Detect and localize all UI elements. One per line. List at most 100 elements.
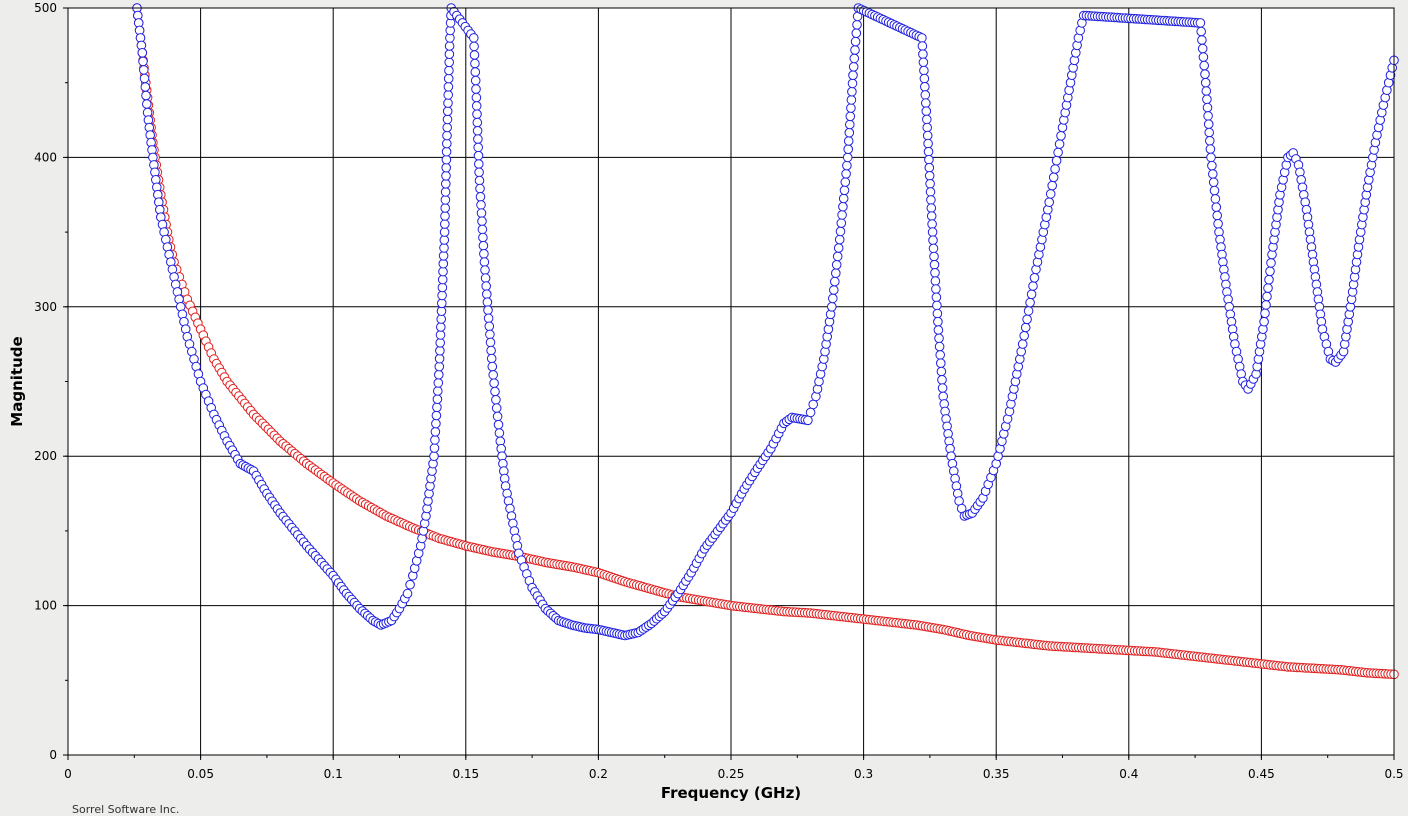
data-point [827,302,837,312]
data-point [435,330,446,340]
data-point [432,402,442,413]
data-point [491,403,502,413]
y-tick-label: 500 [34,1,57,15]
data-point [1195,18,1206,28]
x-tick-label: 0.35 [983,767,1010,781]
data-point [137,48,148,58]
data-point [477,224,488,235]
data-point [1208,177,1219,188]
data-point [1197,43,1208,54]
data-point [483,305,493,316]
data-point [473,142,484,153]
data-point [478,232,488,243]
data-point [473,134,483,144]
data-point [469,50,480,60]
data-point [1202,102,1213,113]
data-point [1045,189,1056,199]
data-point [436,306,447,317]
series-1 [132,3,1399,641]
data-point [921,98,931,108]
data-point [847,86,857,97]
data-point [478,240,489,251]
data-point [929,251,939,262]
data-point [837,210,847,220]
data-point [830,276,840,287]
data-point [829,285,839,295]
data-point [1212,210,1222,221]
x-axis-ticks: 0 0.05 0.1 0.15 0.2 0.25 0.3 0.35 0.4 0.45 0.5 [64,755,1404,781]
data-point [923,146,934,157]
data-point [841,169,851,179]
data-point [440,203,451,213]
data-point [436,322,446,332]
data-point [441,179,451,189]
data-point [842,152,853,163]
data-point [1026,289,1037,300]
data-point [443,90,454,100]
data-point [433,386,443,396]
data-point [1262,291,1272,302]
data-point [470,67,481,77]
data-point [434,353,445,364]
data-point [443,98,453,108]
data-point [139,65,149,75]
data-point [925,179,935,189]
data-point [475,192,486,202]
data-point [437,274,448,285]
data-point [924,154,934,165]
data-point [1198,52,1209,62]
data-point [1196,26,1206,37]
data-point [834,234,845,245]
data-point [432,394,443,405]
data-point [1265,266,1275,277]
data-point [805,407,816,418]
data-point [919,73,930,84]
data-point [926,195,936,205]
data-point [838,193,849,204]
data-point [921,106,932,116]
data-point [470,58,480,69]
y-tick-label: 300 [34,300,57,314]
data-point [437,282,448,293]
data-point [490,386,500,397]
data-point [839,185,850,196]
data-point [920,90,931,100]
x-tick-label: 0.2 [589,767,608,781]
data-point [441,146,452,157]
data-point [850,36,861,47]
data-point [1261,300,1271,310]
data-point [441,171,451,181]
data-point [476,208,487,218]
x-tick-label: 0.45 [1248,767,1275,781]
data-point [848,62,859,72]
data-point [930,276,941,286]
data-point [936,366,947,377]
data-point [1056,131,1066,141]
data-point [405,579,415,590]
data-point [436,314,447,324]
data-point [840,177,851,187]
data-point [1203,111,1213,121]
data-point [925,187,936,197]
data-point [845,111,856,122]
data-point [469,33,479,43]
data-point [1054,139,1065,149]
y-tick-label: 0 [49,748,57,762]
data-point [1202,94,1212,105]
data-point [831,268,841,279]
data-point [402,588,413,599]
data-point [430,435,440,445]
data-point [429,451,439,462]
data-point [444,41,455,51]
data-point [1259,316,1269,327]
data-point [438,251,449,261]
data-point [494,428,505,438]
data-point [486,353,497,364]
data-point [1019,331,1029,341]
data-point [930,268,940,278]
data-point [474,175,485,186]
data-point [1050,164,1060,174]
footer-text: Sorrel Software Inc. [72,803,180,816]
data-point [138,56,148,67]
data-point [471,92,482,103]
